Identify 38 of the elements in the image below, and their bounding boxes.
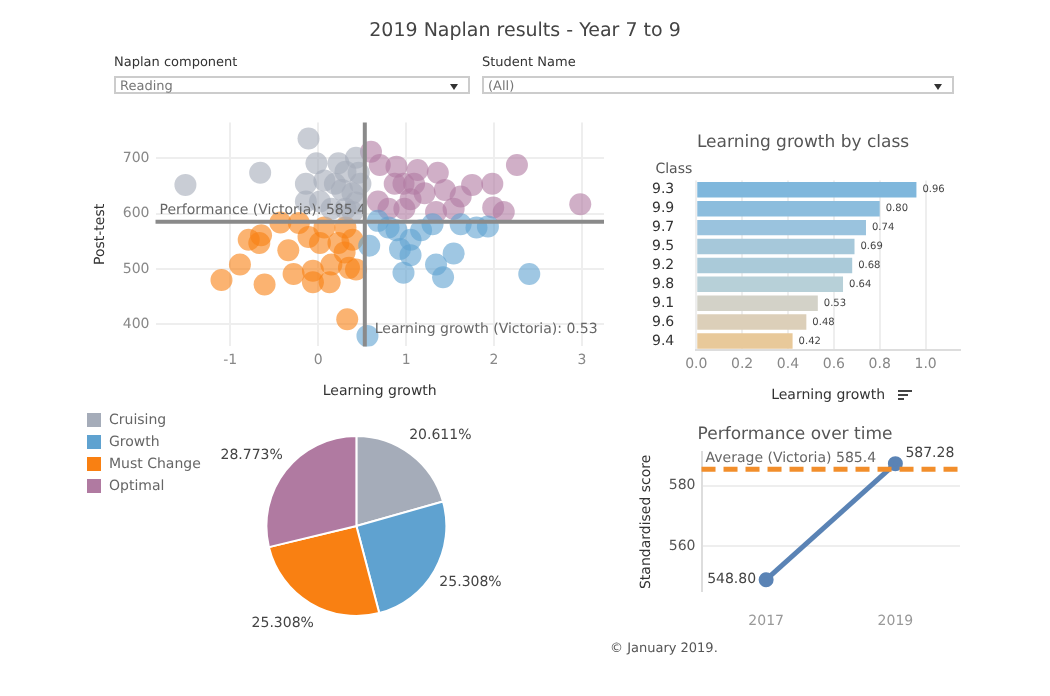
chart-title: Performance over time <box>697 424 893 445</box>
point <box>518 262 541 285</box>
point <box>297 127 320 150</box>
point <box>426 161 449 184</box>
point <box>442 242 465 265</box>
point <box>492 201 515 223</box>
bar <box>697 219 866 236</box>
point <box>253 273 276 296</box>
point <box>282 262 305 285</box>
point <box>249 161 272 184</box>
point <box>318 271 341 294</box>
bar <box>697 200 880 217</box>
point <box>393 197 416 220</box>
bar <box>697 257 853 274</box>
point <box>461 173 484 196</box>
point <box>277 239 300 262</box>
bar <box>697 276 844 293</box>
bar <box>697 238 855 255</box>
point <box>333 241 356 264</box>
text: 2019 Naplan results - Year 7 to 9 <box>367 20 683 42</box>
bar <box>697 295 818 311</box>
point <box>569 193 592 216</box>
point <box>399 244 422 267</box>
bar <box>697 182 917 198</box>
point <box>336 308 359 331</box>
point <box>305 152 328 175</box>
point <box>174 173 197 196</box>
bar <box>697 333 793 349</box>
chart-title: Learning growth by class <box>696 132 911 153</box>
point <box>403 172 426 195</box>
point <box>250 224 273 247</box>
bar <box>697 314 807 330</box>
point <box>505 153 528 176</box>
point <box>210 269 233 292</box>
point <box>481 172 504 195</box>
point <box>432 266 455 289</box>
point <box>228 253 251 276</box>
point <box>392 261 415 284</box>
